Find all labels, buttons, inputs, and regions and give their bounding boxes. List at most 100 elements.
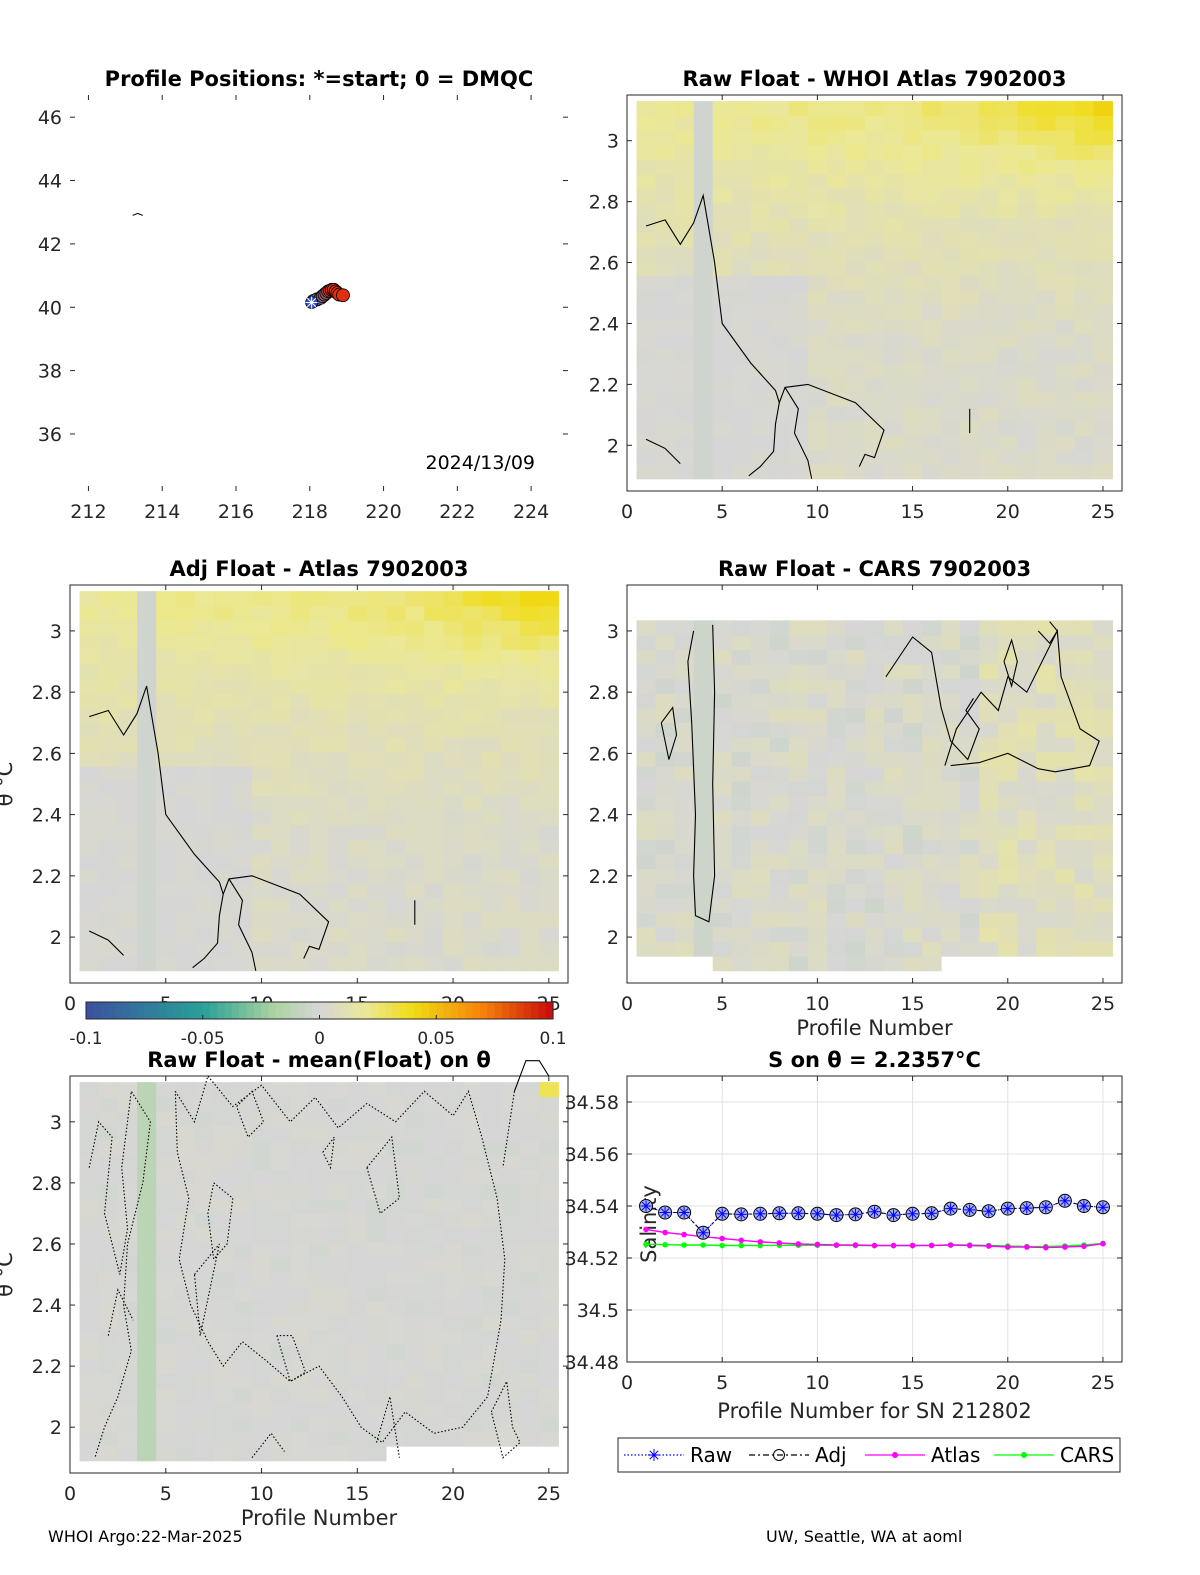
heatmap-cell <box>405 1286 425 1302</box>
raw-mean-xtick-label: 25 <box>537 1483 561 1505</box>
heatmap-cell <box>1074 868 1094 884</box>
heatmap-cell <box>788 348 809 364</box>
heatmap-cell <box>788 362 809 378</box>
heatmap-cell <box>539 956 559 972</box>
heatmap-cell <box>807 853 828 870</box>
heatmap-cell <box>347 751 368 767</box>
heatmap-cell <box>156 1227 176 1243</box>
heatmap-cell <box>500 795 521 811</box>
heatmap-cell <box>328 810 349 826</box>
heatmap-cell <box>366 605 387 621</box>
heatmap-cell <box>826 348 847 364</box>
heatmap-cell <box>137 1431 157 1447</box>
heatmap-cell <box>693 377 714 393</box>
heatmap-cell <box>922 260 942 276</box>
heatmap-cell <box>845 707 866 724</box>
raw-cars-ytick-label: 2.8 <box>589 682 619 704</box>
heatmap-cell <box>328 897 349 913</box>
heatmap-cell <box>386 1286 406 1302</box>
heatmap-cell <box>864 420 885 436</box>
heatmap-cell <box>424 795 444 811</box>
heatmap-cell <box>251 1373 272 1389</box>
heatmap-cell <box>366 839 387 855</box>
heatmap-cell <box>271 1154 291 1170</box>
raw-cars-cells <box>636 620 1113 972</box>
atlas-point <box>1100 1240 1106 1247</box>
heatmap-cell <box>636 810 657 826</box>
heatmap-cell <box>213 956 234 972</box>
heatmap-cell <box>864 649 885 665</box>
heatmap-cell <box>1017 912 1037 928</box>
heatmap-cell <box>520 1387 540 1404</box>
heatmap-cell <box>251 1446 272 1462</box>
heatmap-cell <box>769 751 790 767</box>
heatmap-cell <box>655 883 676 899</box>
heatmap-cell <box>1093 231 1113 247</box>
raw-point <box>1060 1196 1070 1206</box>
heatmap-cell <box>864 941 885 957</box>
heatmap-cell <box>309 1402 330 1418</box>
heatmap-cell <box>731 420 752 436</box>
heatmap-cell <box>156 912 176 928</box>
heatmap-cell <box>117 1082 138 1098</box>
heatmap-cell <box>674 634 695 651</box>
heatmap-cell <box>636 289 657 305</box>
positions-xtick-label: 220 <box>365 501 401 523</box>
heatmap-cell <box>1074 260 1094 276</box>
heatmap-cell <box>539 1387 559 1404</box>
heatmap-cell <box>194 1096 215 1112</box>
heatmap-cell <box>769 449 790 465</box>
heatmap-cell <box>884 406 904 422</box>
heatmap-cell <box>271 722 291 738</box>
heatmap-cell <box>1017 391 1037 407</box>
heatmap-cell <box>156 795 176 811</box>
heatmap-cell <box>232 1140 253 1156</box>
heatmap-cell <box>1055 406 1075 422</box>
heatmap-cell <box>156 1358 176 1374</box>
heatmap-cell <box>1093 449 1113 465</box>
atlas-point <box>814 1241 821 1248</box>
heatmap-cell <box>366 853 387 870</box>
heatmap-cell <box>826 649 847 665</box>
heatmap-cell <box>520 1402 540 1418</box>
atlas-point <box>966 1242 973 1249</box>
colorbar-swatch <box>122 1002 131 1019</box>
heatmap-cell <box>769 275 790 291</box>
heatmap-cell <box>693 912 714 928</box>
heatmap-cell <box>1074 333 1094 349</box>
heatmap-cell <box>443 941 464 957</box>
heatmap-cell <box>769 464 790 480</box>
footer-credit-left: WHOI Argo:22-Mar-2025 <box>48 1527 243 1546</box>
heatmap-cell <box>328 824 349 840</box>
heatmap-cell <box>807 722 828 738</box>
contour-line <box>660 706 678 760</box>
heatmap-cell <box>137 1402 157 1418</box>
heatmap-cell <box>693 824 714 840</box>
heatmap-cell <box>462 926 483 943</box>
heatmap-cell <box>693 420 714 436</box>
heatmap-cell <box>443 722 464 738</box>
heatmap-cell <box>674 693 695 709</box>
heatmap-cell <box>807 246 828 262</box>
heatmap-cell <box>941 649 961 665</box>
heatmap-cell <box>826 795 847 811</box>
heatmap-cell <box>251 1315 272 1331</box>
heatmap-cell <box>1093 319 1113 335</box>
heatmap-cell <box>845 377 866 393</box>
heatmap-cell <box>290 1387 310 1404</box>
heatmap-cell <box>290 1184 310 1200</box>
heatmap-cell <box>864 391 885 407</box>
heatmap-cell <box>405 1256 425 1272</box>
heatmap-cell <box>1017 304 1037 320</box>
heatmap-cell <box>807 275 828 291</box>
heatmap-cell <box>462 1387 483 1404</box>
heatmap-cell <box>290 1169 310 1185</box>
heatmap-cell <box>137 868 157 884</box>
heatmap-cell <box>405 751 425 767</box>
heatmap-cell <box>213 1169 234 1185</box>
heatmap-cell <box>347 1198 368 1214</box>
heatmap-cell <box>481 1111 502 1127</box>
heatmap-cell <box>826 780 847 797</box>
heatmap-cell <box>232 1315 253 1331</box>
heatmap-cell <box>539 1125 559 1141</box>
